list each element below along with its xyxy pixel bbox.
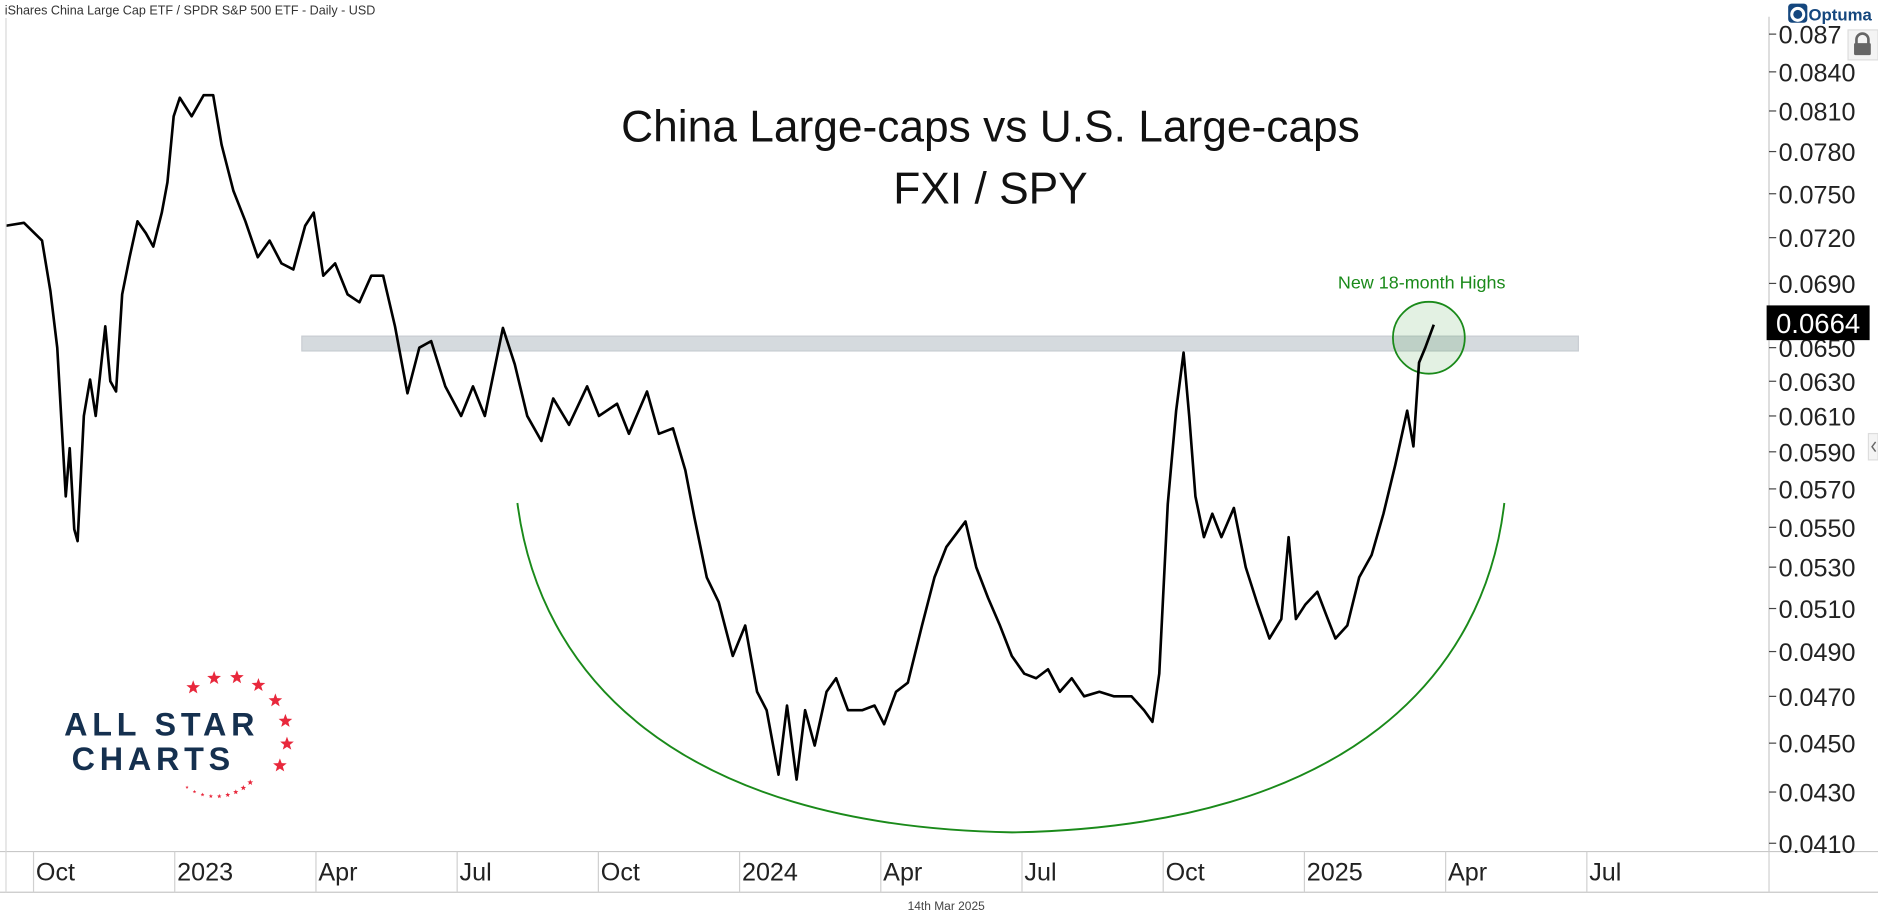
y-tick-label: 0.0630 — [1779, 369, 1856, 397]
star-icon — [200, 792, 205, 797]
x-tick-label: Jul — [1589, 858, 1621, 886]
y-tick-label: 0.0430 — [1779, 780, 1856, 808]
y-tick-label: 0.0590 — [1779, 439, 1856, 467]
x-axis[interactable]: Oct 2023 Apr Jul Oct 2024 Apr Jul Oct 2025 Apr Jul — [32, 851, 1770, 893]
x-tick-label: 2024 — [742, 858, 798, 886]
y-axis[interactable]: 0.087 0.0840 0.0810 0.0780 0.0750 0.0720 0.069… — [1769, 22, 1855, 859]
y-tick-label: 0.0750 — [1779, 181, 1856, 209]
star-icon — [247, 779, 254, 785]
x-tick-label: Jul — [1024, 858, 1056, 886]
star-icon — [208, 794, 213, 799]
all-star-charts-logo: ALL STAR CHARTS — [64, 670, 294, 799]
annotation-label: New 18-month Highs — [1338, 273, 1506, 293]
rounding-bottom-arc — [516, 502, 1506, 834]
star-icon — [280, 736, 294, 750]
star-icon — [230, 670, 244, 684]
y-tick-label: 0.0510 — [1779, 596, 1856, 624]
star-icon — [273, 758, 287, 772]
star-icon — [268, 693, 283, 707]
last-price-tag: 0.0664 — [1766, 305, 1870, 341]
star-icon — [225, 792, 231, 798]
star-icon — [217, 793, 222, 799]
x-tick-label: Oct — [1166, 858, 1205, 886]
y-tick-label: 0.0840 — [1779, 59, 1856, 87]
chart-title: China Large-caps vs U.S. Large-caps — [621, 102, 1360, 151]
y-tick-label: 0.0410 — [1779, 831, 1856, 859]
x-tick-label: Apr — [318, 858, 357, 886]
y-tick-label: 0.0470 — [1779, 684, 1856, 712]
optuma-logo: Optuma — [1788, 3, 1873, 24]
star-icon — [186, 680, 201, 694]
star-icon — [278, 713, 293, 727]
y-tick-label: 0.0610 — [1779, 404, 1856, 432]
svg-text:CHARTS: CHARTS — [72, 741, 235, 777]
star-icon — [185, 785, 189, 789]
svg-text:ALL STAR: ALL STAR — [64, 706, 259, 742]
y-tick-label: 0.087 — [1779, 22, 1842, 50]
svg-text:Optuma: Optuma — [1809, 5, 1873, 24]
y-tick-label: 0.0690 — [1779, 271, 1856, 299]
star-icon — [251, 677, 266, 692]
x-tick-label: Jul — [460, 858, 492, 886]
resistance-band — [301, 335, 1579, 352]
x-tick-label: Apr — [883, 858, 922, 886]
y-tick-label: 0.0490 — [1779, 639, 1856, 667]
y-tick-label: 0.0570 — [1779, 476, 1856, 504]
y-tick-label: 0.0550 — [1779, 515, 1856, 543]
series-layer — [5, 93, 1436, 781]
star-icon — [192, 789, 197, 794]
y-tick-label: 0.0810 — [1779, 99, 1856, 127]
footer-date: 14th Mar 2025 — [908, 899, 986, 913]
x-tick-label: 2025 — [1307, 858, 1363, 886]
star-icon — [233, 789, 239, 795]
chart-subtitle: FXI / SPY — [893, 165, 1087, 214]
y-tick-label: 0.0720 — [1779, 225, 1856, 253]
y-tick-label: 0.0450 — [1779, 731, 1856, 759]
x-tick-label: Apr — [1448, 858, 1487, 886]
star-icon — [207, 671, 221, 684]
collapse-panel-icon[interactable] — [1867, 432, 1878, 461]
instrument-header: iShares China Large Cap ETF / SPDR S&P 5… — [5, 3, 376, 17]
x-tick-label: Oct — [601, 858, 640, 886]
x-tick-label: Oct — [36, 858, 75, 886]
y-tick-label: 0.0530 — [1779, 555, 1856, 583]
last-price-value: 0.0664 — [1776, 308, 1860, 339]
x-tick-label: 2023 — [177, 858, 233, 886]
series-line — [5, 93, 1436, 781]
y-tick-label: 0.0780 — [1779, 139, 1856, 167]
star-icon — [240, 784, 247, 791]
lock-icon[interactable] — [1847, 29, 1878, 61]
